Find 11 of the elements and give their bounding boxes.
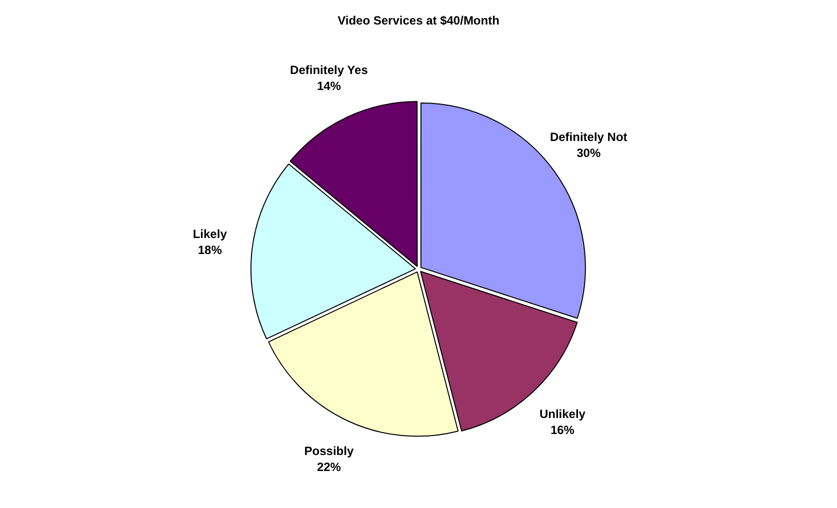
data-label: 22% <box>316 460 342 474</box>
data-label: 16% <box>550 422 575 437</box>
data-label: 30% <box>576 146 601 160</box>
chart-title: Video Services at $40/Month <box>338 14 500 28</box>
slice-label: Likely <box>192 227 228 242</box>
slice-label: Definitely Not <box>550 130 628 144</box>
data-label: 18% <box>198 243 222 258</box>
slice-label: Definitely Yes <box>290 63 368 78</box>
slice-label: Unlikely <box>539 406 586 421</box>
data-label: 14% <box>316 79 342 94</box>
slice-label: Possibly <box>304 444 354 458</box>
